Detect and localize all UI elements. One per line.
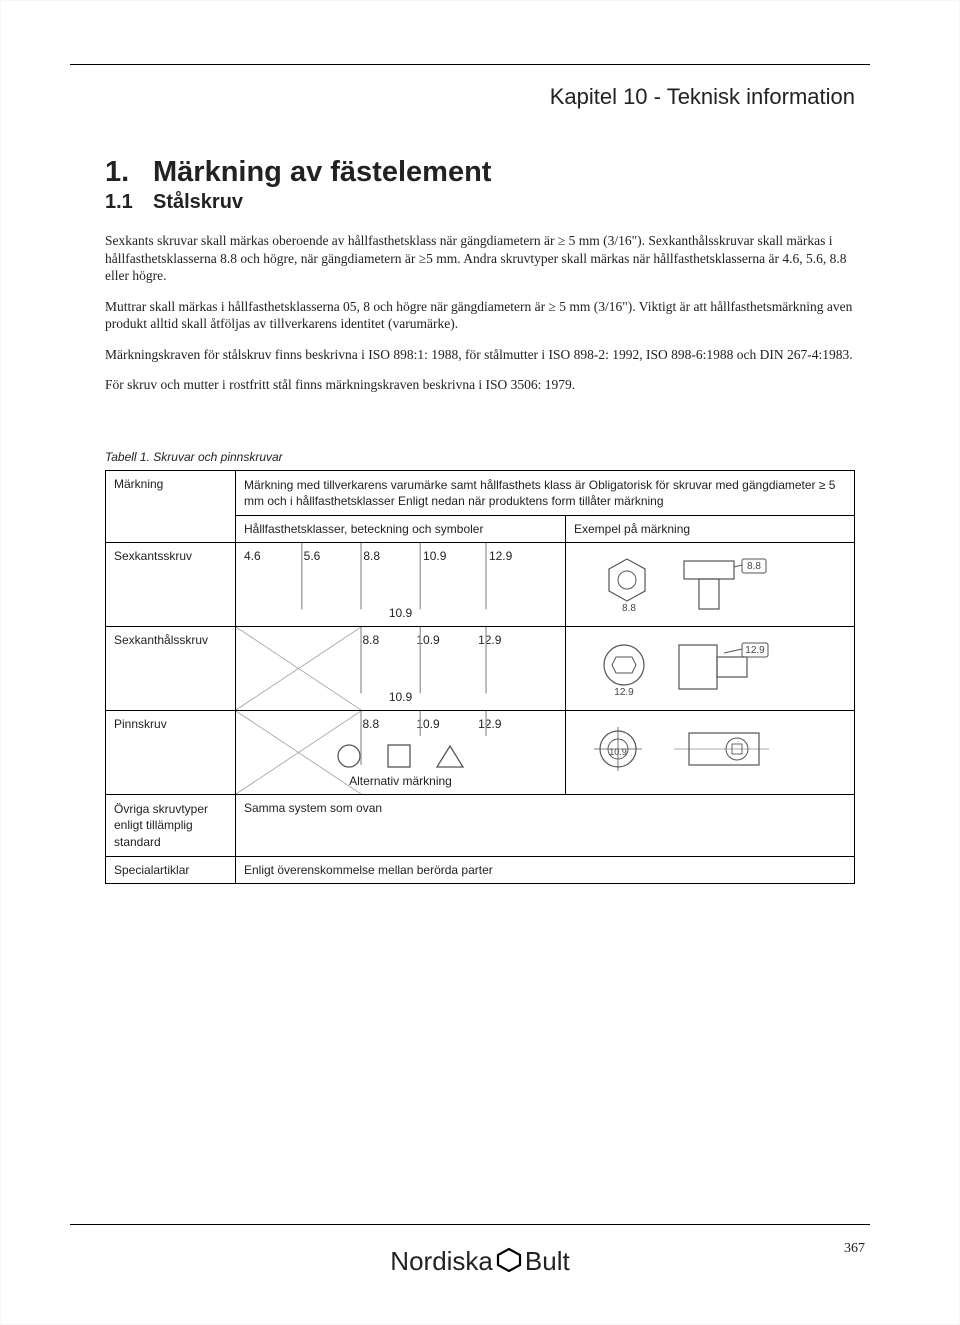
table-row-label: Specialartiklar	[106, 856, 236, 883]
hexbolt-marking-icon: 8.8 8.8	[574, 551, 774, 617]
logo-right: Bult	[525, 1246, 570, 1276]
table-row-full: Samma system som ovan	[236, 795, 855, 857]
bottom-rule	[70, 1224, 870, 1225]
svg-text:8.8: 8.8	[622, 603, 636, 614]
markning-table: Märkning Märkning med tillverkarens varu…	[105, 470, 855, 884]
table-row-classes: 4.6 5.6 8.8 10.9 12.9 10.9	[236, 543, 566, 627]
sockethead-marking-icon: 12.9 12.9	[574, 635, 774, 701]
table-header-left: Märkning	[106, 470, 236, 542]
paragraph: För skruv och mutter i rostfritt stål fi…	[105, 376, 855, 394]
table-row-label: Pinnskruv	[106, 711, 236, 795]
table-row-example: 8.8 8.8	[566, 543, 855, 627]
subsection-heading: 1.1Stålskruv	[105, 191, 855, 214]
table-header-desc: Märkning med tillverkarens varumärke sam…	[236, 470, 855, 515]
section-heading: 1.Märkning av fästelement	[105, 156, 855, 189]
circle-icon	[336, 743, 362, 769]
paragraph: Muttrar skall märkas i hållfasthetsklass…	[105, 298, 855, 333]
top-rule	[70, 64, 870, 65]
table-row-full: Enligt överenskommelse mellan berörda pa…	[236, 856, 855, 883]
section-number: 1.	[105, 156, 153, 189]
table-caption-text: Skruvar och pinnskruvar	[153, 450, 282, 464]
square-icon	[386, 743, 412, 769]
table-caption-label: Tabell 1.	[105, 450, 150, 464]
pinbolt-marking-icon: 10.9	[574, 719, 774, 785]
paragraph: Sexkants skruvar skall märkas oberoende …	[105, 232, 855, 285]
subsection-number: 1.1	[105, 191, 153, 214]
table-caption: Tabell 1. Skruvar och pinnskruvar	[105, 450, 855, 464]
table-row-example: 10.9	[566, 711, 855, 795]
paragraph: Märkningskraven för stålskruv finns besk…	[105, 346, 855, 364]
logo-left: Nordiska	[390, 1246, 493, 1276]
table-subheader-mid: Hållfasthetsklasser, beteckning och symb…	[236, 516, 566, 543]
chapter-title: Kapitel 10 - Teknisk information	[105, 84, 855, 110]
table-row-label: Övriga skruvtyper enligt tillämplig stan…	[106, 795, 236, 857]
svg-text:8.8: 8.8	[747, 561, 761, 572]
svg-text:10.9: 10.9	[609, 747, 627, 757]
logo: Nordiska Bult	[0, 1246, 960, 1277]
svg-text:12.9: 12.9	[745, 645, 765, 656]
alternative-symbols	[236, 743, 565, 769]
table-row-label: Sexkanthålsskruv	[106, 627, 236, 711]
section-title: Märkning av fästelement	[153, 156, 491, 188]
alt-marking-label: Alternativ märkning	[349, 774, 452, 788]
table-row-label: Sexkantsskruv	[106, 543, 236, 627]
subsection-title: Stålskruv	[153, 191, 243, 213]
table-row-example: 12.9 12.9	[566, 627, 855, 711]
logo-hex-icon	[495, 1247, 523, 1273]
table-subheader-right: Exempel på märkning	[566, 516, 855, 543]
svg-text:12.9: 12.9	[614, 687, 634, 698]
triangle-icon	[435, 743, 465, 769]
table-row-classes: 8.8 10.9 12.9 10.9	[236, 627, 566, 711]
table-row-classes: 8.8 10.9 12.9 Alternativ märkning	[236, 711, 566, 795]
